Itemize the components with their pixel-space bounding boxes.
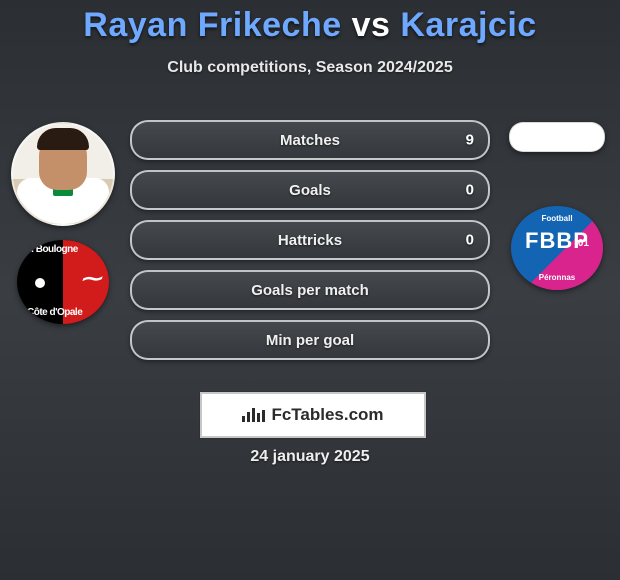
stat-right-value: 0 [466, 182, 474, 199]
badge1-text-bottom: Côte d'Opale [27, 307, 82, 318]
subtitle: Club competitions, Season 2024/2025 [0, 59, 620, 77]
badge1-text-top: S. Boulogne [25, 244, 78, 255]
stat-row-goals-per-match: Goals per match [130, 270, 490, 310]
badge2-text-top: Football [511, 214, 603, 223]
player1-club-badge: S. Boulogne ⁓ Côte d'Opale [17, 240, 109, 324]
stat-label: Goals [132, 182, 488, 199]
brand-bars-icon [242, 408, 265, 422]
spacer [502, 152, 612, 192]
left-column: S. Boulogne ⁓ Côte d'Opale [8, 122, 118, 324]
stat-row-hattricks: Hattricks 0 [130, 220, 490, 260]
stat-label: Min per goal [132, 332, 488, 349]
brand-box: FcTables.com [200, 392, 426, 438]
badge1-wave-icon: ⁓ [81, 266, 101, 291]
stats-area: Matches 9 Goals 0 Hattricks 0 Goals per … [130, 120, 490, 370]
title-player1: Rayan Frikeche [83, 6, 341, 44]
stat-label: Hattricks [132, 232, 488, 249]
player2-avatar-placeholder [509, 122, 605, 152]
stat-row-goals: Goals 0 [130, 170, 490, 210]
right-column: Football FBBP 01 Péronnas [502, 122, 612, 290]
player1-hair-shape [37, 128, 89, 150]
stat-row-matches: Matches 9 [130, 120, 490, 160]
player1-avatar [11, 122, 115, 226]
title-player2: Karajcic [400, 6, 536, 44]
badge2-big-text: FBBP [511, 228, 603, 254]
badge1-ball-icon [35, 278, 45, 288]
badge2-text-bottom: Péronnas [511, 273, 603, 282]
stat-right-value: 9 [466, 132, 474, 149]
stat-right-value: 0 [466, 232, 474, 249]
title-vs: vs [352, 6, 391, 44]
stat-row-min-per-goal: Min per goal [130, 320, 490, 360]
player2-club-badge: Football FBBP 01 Péronnas [511, 206, 603, 290]
badge2-year: 01 [578, 238, 589, 249]
brand-text: FcTables.com [271, 405, 383, 425]
date-text: 24 january 2025 [0, 448, 620, 466]
stat-label: Matches [132, 132, 488, 149]
page-title: Rayan Frikeche vs Karajcic [0, 0, 620, 45]
stat-label: Goals per match [132, 282, 488, 299]
